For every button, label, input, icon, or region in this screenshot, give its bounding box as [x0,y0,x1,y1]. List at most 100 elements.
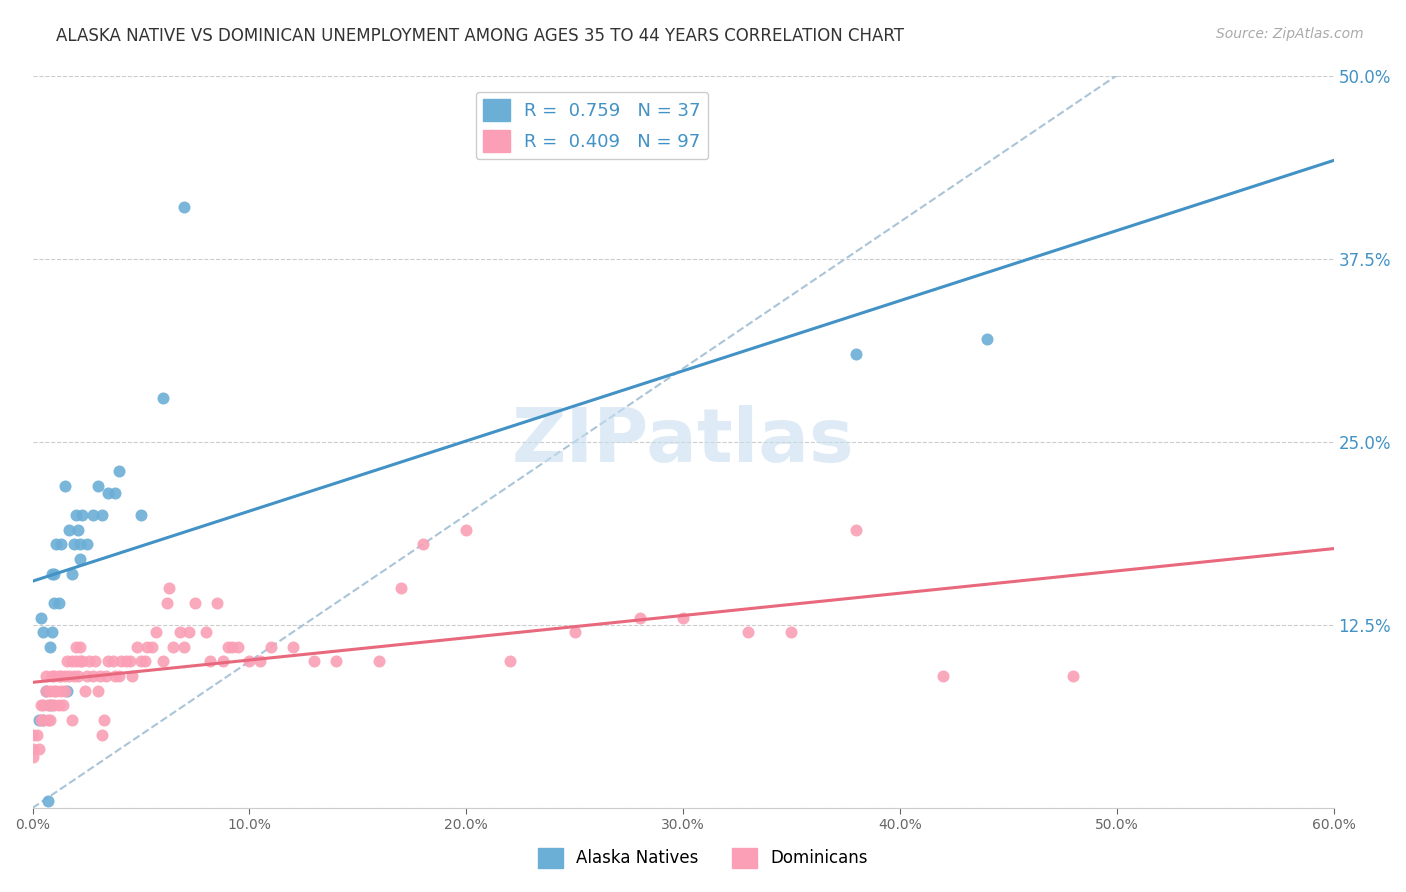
Point [173,640,195,654]
Point [38,640,60,654]
Point [48,596,70,610]
Point [30,610,52,624]
Point [44,683,66,698]
Point [34,683,56,698]
Point [32,698,55,713]
Point [260,640,283,654]
Point [89,669,111,683]
Point [58,523,80,537]
Point [1062,669,1084,683]
Point [65,655,87,669]
Point [44,566,66,581]
Point [32,625,55,640]
Point [37,794,59,808]
Point [96,669,118,683]
Point [76,669,98,683]
Point [62,537,84,551]
Point [69,537,91,551]
Point [737,625,759,640]
Text: ALASKA NATIVE VS DOMINICAN UNEMPLOYMENT AMONG AGES 35 TO 44 YEARS CORRELATION CH: ALASKA NATIVE VS DOMINICAN UNEMPLOYMENT … [56,27,904,45]
Point [84,655,107,669]
Point [28,742,51,756]
Point [129,655,152,669]
Point [53,683,76,698]
Text: Source: ZipAtlas.com: Source: ZipAtlas.com [1216,27,1364,41]
Point [56,655,79,669]
Point [34,669,56,683]
Point [30,713,52,727]
Point [162,640,184,654]
Point [780,625,803,640]
Point [325,655,347,669]
Point [21,728,44,742]
Point [58,669,80,683]
Point [845,523,868,537]
Point [49,683,72,698]
Point [76,537,98,551]
Point [37,698,59,713]
Point [82,508,104,522]
Legend: Alaska Natives, Dominicans: Alaska Natives, Dominicans [531,841,875,875]
Point [44,669,66,683]
Point [53,669,76,683]
Point [56,683,79,698]
Point [44,596,66,610]
Point [90,728,112,742]
Point [672,610,695,624]
Point [30,698,52,713]
Point [49,669,72,683]
Point [145,625,167,640]
Point [90,508,112,522]
Point [120,655,142,669]
Point [281,640,304,654]
Point [156,596,179,610]
Point [169,625,191,640]
Point [184,596,207,610]
Point [60,566,83,581]
Point [25,728,48,742]
Point [152,655,174,669]
Point [389,581,412,595]
Text: ZIPatlas: ZIPatlas [512,405,855,478]
Point [65,508,87,522]
Point [177,625,200,640]
Point [121,669,143,683]
Point [108,464,131,478]
Point [136,640,159,654]
Point [498,655,520,669]
Point [73,683,96,698]
Point [134,655,156,669]
Point [72,508,94,522]
Point [564,625,586,640]
Point [48,698,70,713]
Point [45,683,67,698]
Point [52,698,75,713]
Point [69,640,91,654]
Point [217,640,239,654]
Point [205,596,228,610]
Point [32,713,55,727]
Point [97,486,120,500]
Point [194,625,217,640]
Point [38,713,60,727]
Point [238,655,260,669]
Point [69,552,91,566]
Point [114,655,136,669]
Point [28,713,51,727]
Point [97,655,120,669]
Point [41,625,63,640]
Point [141,640,163,654]
Point [48,669,70,683]
Point [41,566,63,581]
Point [845,347,868,361]
Point [38,683,60,698]
Point [456,523,478,537]
Point [304,655,326,669]
Point [173,200,195,214]
Point [21,742,44,756]
Point [86,479,108,493]
Point [72,655,94,669]
Point [108,669,131,683]
Point [60,713,83,727]
Point [104,486,127,500]
